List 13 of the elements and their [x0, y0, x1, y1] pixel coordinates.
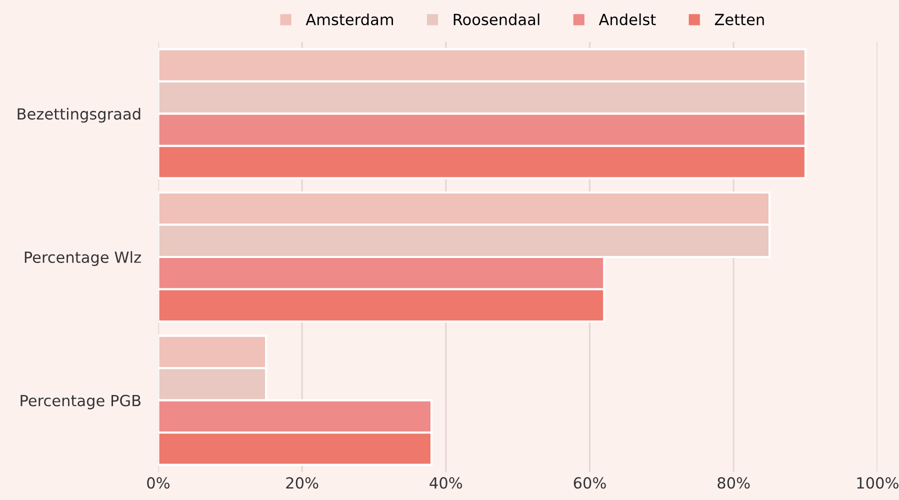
x-tick-label: 100% [857, 477, 898, 489]
x-tick-label: 80% [718, 477, 750, 489]
x-tick-label: 20% [286, 477, 318, 489]
x-tick-label: 0% [147, 477, 170, 489]
legend-label: Andelst [598, 13, 656, 26]
x-tick-label: 40% [430, 477, 462, 489]
legend-label: Roosendaal [454, 13, 540, 26]
y-tick-label: Percentage Wlz [24, 251, 141, 266]
y-tick-label: Bezettingsgraad [18, 108, 140, 123]
legend-label: Amsterdam [306, 13, 393, 26]
x-tick-label: 60% [574, 477, 606, 489]
y-tick-label: Percentage PGB [20, 394, 140, 410]
legend-label: Zetten [714, 14, 764, 26]
